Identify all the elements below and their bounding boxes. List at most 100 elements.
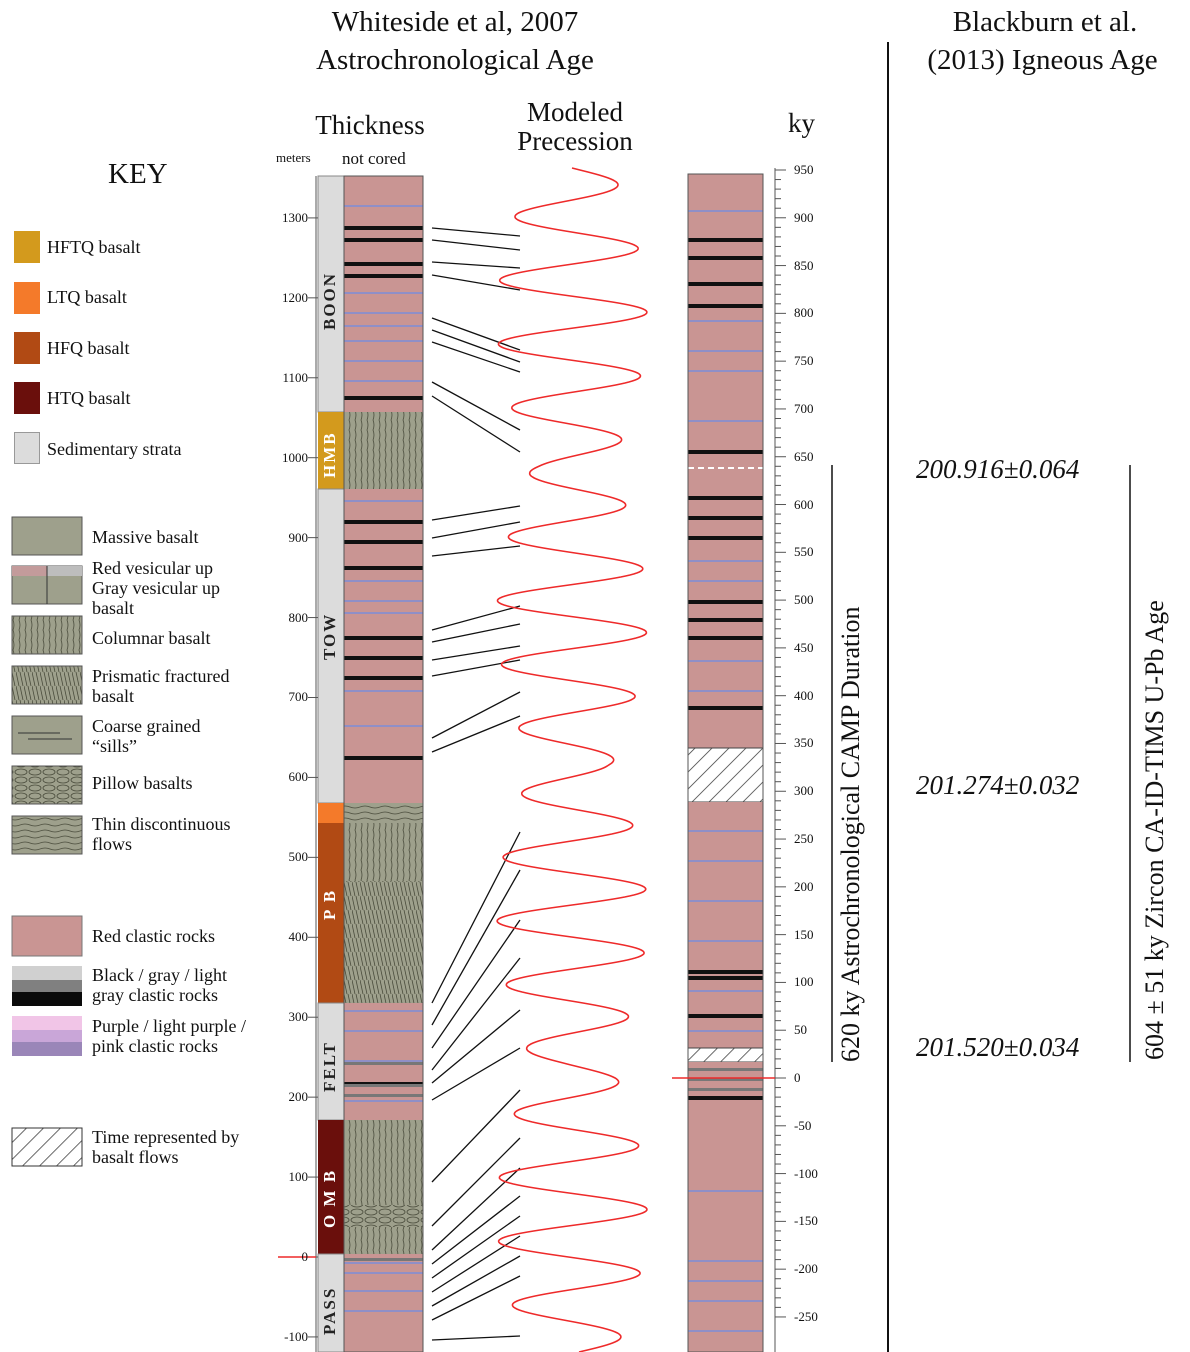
purple-band bbox=[344, 1290, 423, 1292]
strip-ltq bbox=[318, 803, 344, 823]
key-sediment-swatch bbox=[14, 432, 40, 464]
black-band bbox=[344, 262, 423, 266]
black-band bbox=[688, 496, 763, 500]
key-hftq-label: HFTQ basalt bbox=[47, 237, 141, 257]
black-band bbox=[688, 618, 763, 622]
zircon-age-label: 604 ± 51 ky Zircon CA-ID-TIMS U-Pb Age bbox=[1140, 600, 1169, 1060]
purple-band bbox=[344, 580, 423, 582]
precession-header: Precession bbox=[517, 126, 633, 156]
purple-band bbox=[688, 1330, 763, 1332]
purple-band bbox=[688, 1030, 763, 1032]
pb-basalt-lower bbox=[344, 881, 423, 1003]
key-red-clastic-label: Red clastic rocks bbox=[92, 926, 215, 946]
ky-tick-label: -50 bbox=[794, 1117, 812, 1133]
age-column-upper bbox=[688, 174, 763, 748]
black-band bbox=[344, 396, 423, 400]
meters-label: meters bbox=[276, 150, 311, 165]
black-band bbox=[688, 1096, 763, 1100]
age-top: 200.916±0.064 bbox=[916, 454, 1080, 484]
pb-basalt-upper bbox=[344, 823, 423, 881]
purple-band bbox=[688, 860, 763, 862]
key-htq-label: HTQ basalt bbox=[47, 388, 131, 408]
correlation-line bbox=[431, 1167, 521, 1251]
purple-band bbox=[344, 1310, 423, 1312]
correlation-line bbox=[431, 317, 521, 351]
key-texture-swatches bbox=[11, 516, 83, 1167]
correlation-line bbox=[431, 623, 521, 643]
ky-tick-label: -150 bbox=[794, 1213, 818, 1229]
purple-band bbox=[344, 1010, 423, 1012]
thickness-tick-label: 200 bbox=[288, 1089, 309, 1105]
key-gray-clastic-label: Black / gray / light gray clastic rocks bbox=[92, 965, 227, 1005]
black-band bbox=[688, 238, 763, 242]
correlation-line bbox=[431, 869, 521, 1026]
modeled-header: Modeled bbox=[527, 97, 623, 127]
vesicular-gray-top bbox=[47, 566, 82, 576]
key-ltq-swatch bbox=[14, 282, 40, 314]
key-ltq-label: LTQ basalt bbox=[47, 287, 127, 307]
purple-band bbox=[344, 1100, 423, 1102]
correlation-line bbox=[431, 691, 521, 739]
thickness-tick-label: 500 bbox=[288, 849, 309, 865]
formation-hmb: HMB bbox=[320, 431, 339, 478]
purple-band bbox=[688, 940, 763, 942]
thickness-header: Thickness bbox=[315, 110, 425, 140]
purple-band bbox=[688, 560, 763, 562]
thickness-tick-label: 600 bbox=[288, 769, 309, 785]
strip-tow bbox=[317, 488, 345, 804]
thickness-tick-label: 800 bbox=[288, 609, 309, 625]
strip-omb bbox=[318, 1120, 344, 1254]
purple-band bbox=[688, 350, 763, 352]
black-band bbox=[344, 656, 423, 660]
prismatic-swatch bbox=[11, 665, 83, 705]
black-band bbox=[344, 566, 423, 570]
correlation-line bbox=[431, 505, 521, 521]
black-band bbox=[688, 706, 763, 710]
formation-strip bbox=[317, 175, 345, 1352]
key-vesicular-label: Red vesicular up Gray vesicular up basal… bbox=[92, 558, 220, 618]
correlation-line bbox=[431, 605, 521, 631]
black-band bbox=[344, 540, 423, 544]
thickness-tick-label: 1200 bbox=[282, 289, 308, 305]
correlation-line bbox=[431, 381, 521, 431]
ky-tick-label: 900 bbox=[794, 209, 814, 225]
black-band bbox=[688, 450, 763, 454]
light-purple-swatch bbox=[12, 1030, 82, 1042]
purple-swatch bbox=[12, 1042, 82, 1056]
gray-band bbox=[688, 1078, 763, 1081]
purple-band bbox=[344, 1060, 423, 1062]
purple-band bbox=[688, 1260, 763, 1262]
black-band bbox=[344, 636, 423, 640]
ky-header: ky bbox=[788, 108, 815, 138]
omb-basalt bbox=[344, 1120, 423, 1254]
thickness-tick-label: 100 bbox=[288, 1169, 309, 1185]
thickness-tick-label: 900 bbox=[288, 529, 309, 545]
correlation-line bbox=[431, 957, 521, 1071]
age-column bbox=[687, 173, 764, 1352]
purple-band bbox=[688, 210, 763, 212]
correlation-line bbox=[431, 1009, 521, 1084]
purple-band bbox=[688, 1300, 763, 1302]
key-massive-label: Massive basalt bbox=[92, 527, 199, 547]
black-band bbox=[688, 1014, 763, 1018]
formation-tow: TOW bbox=[320, 612, 339, 660]
thin-flows-swatch bbox=[11, 815, 83, 855]
black-band bbox=[344, 238, 423, 242]
purple-band bbox=[344, 725, 423, 727]
ky-tick-label: 350 bbox=[794, 735, 814, 751]
key-prismatic-label: Prismatic fractured basalt bbox=[92, 666, 230, 706]
gray-swatch bbox=[12, 980, 82, 992]
gray-band bbox=[344, 1094, 423, 1097]
formation-pb: P B bbox=[320, 888, 339, 920]
vesicular-red-top bbox=[12, 566, 47, 576]
correlation-line bbox=[431, 1089, 521, 1183]
age-hatch-lower bbox=[687, 1047, 764, 1063]
purple-band bbox=[688, 990, 763, 992]
black-band bbox=[688, 516, 763, 520]
black-band bbox=[688, 256, 763, 260]
correlation-line bbox=[431, 274, 521, 291]
ltq-basalt bbox=[344, 803, 423, 823]
columnar-swatch bbox=[11, 615, 83, 655]
formation-omb: O M B bbox=[320, 1168, 339, 1228]
